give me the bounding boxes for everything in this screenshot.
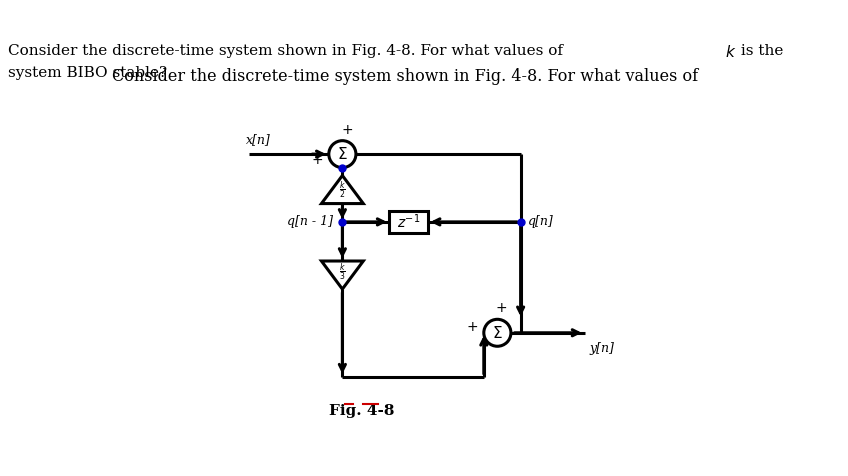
- Text: y[n]: y[n]: [589, 342, 614, 355]
- Text: system BIBO stable?: system BIBO stable?: [8, 66, 167, 79]
- Text: $\frac{k}{2}$: $\frac{k}{2}$: [339, 179, 346, 201]
- Text: $\frac{k}{3}$: $\frac{k}{3}$: [339, 262, 346, 283]
- Text: Consider the discrete-time system shown in Fig. 4-8. For what values of: Consider the discrete-time system shown …: [112, 68, 704, 85]
- Text: +: +: [341, 123, 353, 137]
- Text: +: +: [495, 301, 507, 316]
- Text: $z^{-1}$: $z^{-1}$: [397, 213, 420, 231]
- Text: +: +: [312, 153, 323, 167]
- Polygon shape: [321, 176, 363, 204]
- Bar: [389, 211, 427, 233]
- Text: $k$: $k$: [725, 44, 736, 60]
- Circle shape: [484, 319, 511, 346]
- Text: Fig. 4-8: Fig. 4-8: [329, 405, 394, 418]
- Text: is the: is the: [736, 44, 784, 58]
- Text: q[n]: q[n]: [528, 216, 554, 228]
- Text: +: +: [466, 320, 478, 335]
- Text: x[n]: x[n]: [246, 133, 271, 147]
- Text: $\Sigma$: $\Sigma$: [337, 146, 348, 162]
- Text: q[n - 1]: q[n - 1]: [287, 216, 333, 228]
- Polygon shape: [321, 261, 363, 289]
- Text: Consider the discrete-time system shown in Fig. 4-8. For what values of: Consider the discrete-time system shown …: [8, 44, 567, 58]
- Circle shape: [329, 141, 356, 168]
- Text: $\Sigma$: $\Sigma$: [492, 325, 503, 341]
